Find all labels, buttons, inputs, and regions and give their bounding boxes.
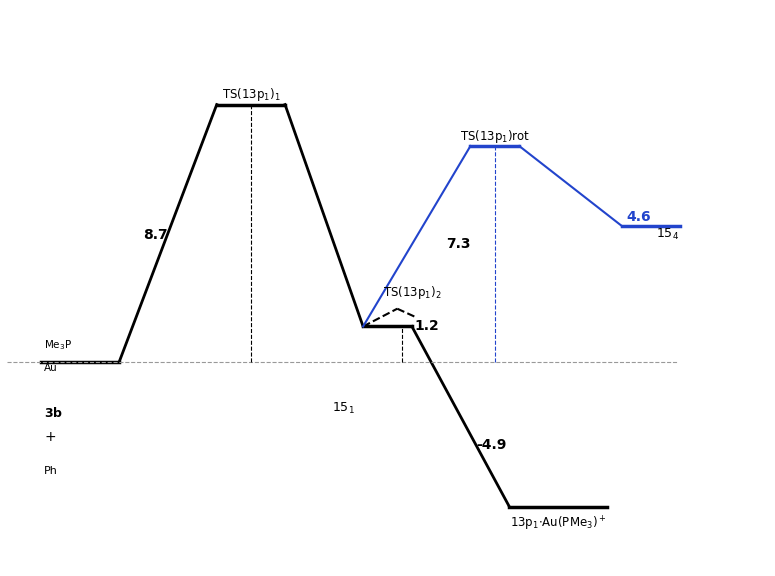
- Text: 1.2: 1.2: [415, 320, 439, 334]
- Text: TS(13p$_1$)rot: TS(13p$_1$)rot: [460, 127, 530, 145]
- Text: 13p$_1$$\cdot$Au(PMe$_3$)$^+$: 13p$_1$$\cdot$Au(PMe$_3$)$^+$: [510, 514, 607, 533]
- Text: 7.3: 7.3: [446, 237, 470, 251]
- Text: 15$_1$: 15$_1$: [332, 400, 355, 415]
- Text: TS(13p$_1$)$_2$: TS(13p$_1$)$_2$: [383, 285, 441, 301]
- Text: Ph: Ph: [44, 465, 58, 476]
- Text: +: +: [44, 430, 56, 444]
- Text: TS(13p$_1$)$_1$: TS(13p$_1$)$_1$: [222, 86, 280, 103]
- Text: Au: Au: [44, 363, 58, 373]
- Text: 15$_4$: 15$_4$: [656, 228, 679, 242]
- Text: -4.9: -4.9: [476, 438, 507, 452]
- Text: Me$_3$P$^{\,}$: Me$_3$P$^{\,}$: [44, 338, 72, 351]
- Text: $\bf{3b}$: $\bf{3b}$: [44, 406, 63, 420]
- Text: 8.7: 8.7: [143, 228, 168, 242]
- Text: 4.6: 4.6: [626, 210, 651, 225]
